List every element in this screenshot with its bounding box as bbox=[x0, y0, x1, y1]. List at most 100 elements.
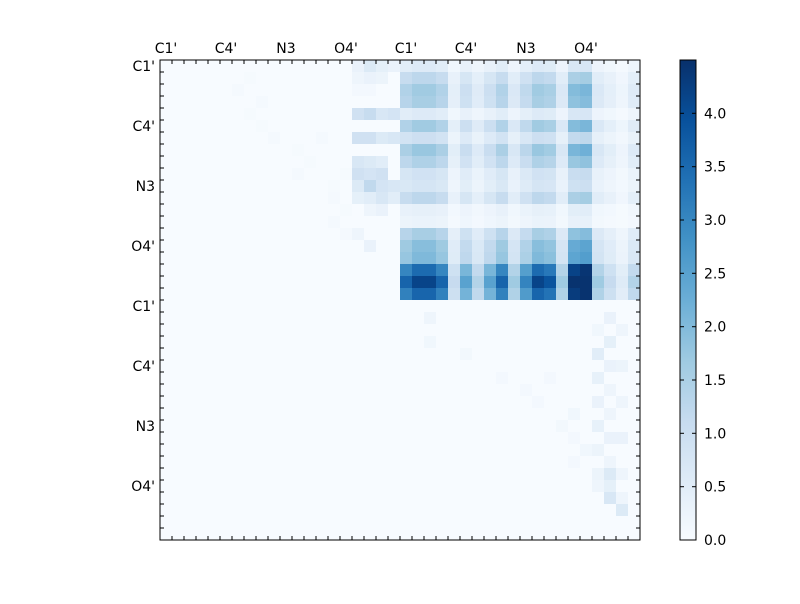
heatmap-cell bbox=[388, 240, 401, 253]
heatmap-cell bbox=[328, 492, 341, 505]
heatmap-cell bbox=[220, 408, 233, 421]
heatmap-cell bbox=[208, 504, 221, 517]
heatmap-cell bbox=[328, 276, 341, 289]
heatmap-cell bbox=[196, 228, 209, 241]
heatmap-cell bbox=[352, 144, 365, 157]
heatmap-cell bbox=[460, 300, 473, 313]
heatmap-cell bbox=[400, 300, 413, 313]
heatmap-cell bbox=[448, 372, 461, 385]
heatmap-cell bbox=[604, 120, 617, 133]
heatmap-cell bbox=[208, 108, 221, 121]
heatmap-cell bbox=[160, 228, 173, 241]
heatmap-cell bbox=[268, 324, 281, 337]
heatmap-cell bbox=[208, 300, 221, 313]
heatmap-cell bbox=[268, 276, 281, 289]
heatmap-cell bbox=[580, 492, 593, 505]
heatmap-cell bbox=[376, 372, 389, 385]
heatmap-cell bbox=[244, 348, 257, 361]
heatmap-cell bbox=[268, 348, 281, 361]
heatmap-cell bbox=[364, 336, 377, 349]
heatmap-cell bbox=[436, 432, 449, 445]
heatmap-cell bbox=[172, 300, 185, 313]
heatmap-cell bbox=[376, 216, 389, 229]
heatmap-cell bbox=[340, 528, 353, 541]
heatmap-cell bbox=[400, 336, 413, 349]
heatmap-cell bbox=[292, 264, 305, 277]
heatmap-cell bbox=[412, 408, 425, 421]
heatmap-cell bbox=[292, 384, 305, 397]
heatmap-cell bbox=[460, 252, 473, 265]
heatmap-cell bbox=[616, 276, 629, 289]
heatmap-cell bbox=[316, 288, 329, 301]
heatmap-cell bbox=[256, 456, 269, 469]
heatmap-cell bbox=[340, 432, 353, 445]
heatmap-cell bbox=[268, 420, 281, 433]
heatmap-cell bbox=[424, 180, 437, 193]
heatmap-cell bbox=[352, 156, 365, 169]
heatmap-cell bbox=[568, 336, 581, 349]
heatmap-cell bbox=[616, 408, 629, 421]
heatmap-cell bbox=[568, 432, 581, 445]
heatmap-cell bbox=[232, 84, 245, 97]
heatmap-cell bbox=[268, 468, 281, 481]
heatmap-cell bbox=[304, 84, 317, 97]
heatmap-cell bbox=[592, 96, 605, 109]
heatmap-cell bbox=[532, 480, 545, 493]
heatmap-cell bbox=[544, 456, 557, 469]
heatmap-cell bbox=[460, 372, 473, 385]
heatmap-cell bbox=[340, 96, 353, 109]
heatmap-cell bbox=[208, 492, 221, 505]
heatmap-cell bbox=[616, 180, 629, 193]
heatmap-cell bbox=[340, 516, 353, 529]
heatmap-cell bbox=[352, 204, 365, 217]
heatmap-cell bbox=[388, 204, 401, 217]
heatmap-cell bbox=[568, 60, 581, 73]
heatmap-cell bbox=[304, 396, 317, 409]
heatmap-cell bbox=[268, 216, 281, 229]
heatmap-cell bbox=[268, 264, 281, 277]
heatmap-cell bbox=[460, 336, 473, 349]
heatmap-cell bbox=[376, 492, 389, 505]
heatmap-cell bbox=[292, 288, 305, 301]
heatmap-cell bbox=[544, 96, 557, 109]
heatmap-cell bbox=[568, 204, 581, 217]
heatmap-cell bbox=[628, 204, 641, 217]
heatmap-cell bbox=[460, 156, 473, 169]
heatmap-cell bbox=[172, 72, 185, 85]
heatmap-cell bbox=[400, 264, 413, 277]
heatmap-cell bbox=[256, 132, 269, 145]
heatmap-cell bbox=[604, 72, 617, 85]
heatmap-cell bbox=[568, 504, 581, 517]
heatmap-cell bbox=[412, 192, 425, 205]
heatmap-cell bbox=[244, 108, 257, 121]
heatmap-cell bbox=[208, 372, 221, 385]
heatmap-cell bbox=[496, 216, 509, 229]
heatmap-cell bbox=[508, 144, 521, 157]
heatmap-cell bbox=[208, 96, 221, 109]
heatmap-cell bbox=[340, 420, 353, 433]
heatmap-cell bbox=[388, 408, 401, 421]
heatmap-cell bbox=[268, 252, 281, 265]
heatmap-cell bbox=[352, 396, 365, 409]
heatmap-cell bbox=[280, 240, 293, 253]
heatmap-cell bbox=[616, 216, 629, 229]
heatmap-cell bbox=[280, 456, 293, 469]
heatmap-cell bbox=[592, 384, 605, 397]
heatmap-cell bbox=[628, 240, 641, 253]
heatmap-cell bbox=[268, 60, 281, 73]
heatmap-cell bbox=[592, 480, 605, 493]
heatmap-cell bbox=[520, 348, 533, 361]
heatmap-cell bbox=[592, 156, 605, 169]
heatmap-cell bbox=[412, 156, 425, 169]
heatmap-cell bbox=[580, 516, 593, 529]
heatmap-cell bbox=[352, 288, 365, 301]
heatmap-cell bbox=[520, 324, 533, 337]
heatmap-cell bbox=[364, 468, 377, 481]
heatmap-cell bbox=[388, 360, 401, 373]
heatmap-cell bbox=[424, 360, 437, 373]
heatmap-cell bbox=[616, 348, 629, 361]
heatmap-cell bbox=[184, 252, 197, 265]
heatmap-cell bbox=[484, 372, 497, 385]
heatmap-cell bbox=[424, 156, 437, 169]
heatmap-cell bbox=[256, 432, 269, 445]
